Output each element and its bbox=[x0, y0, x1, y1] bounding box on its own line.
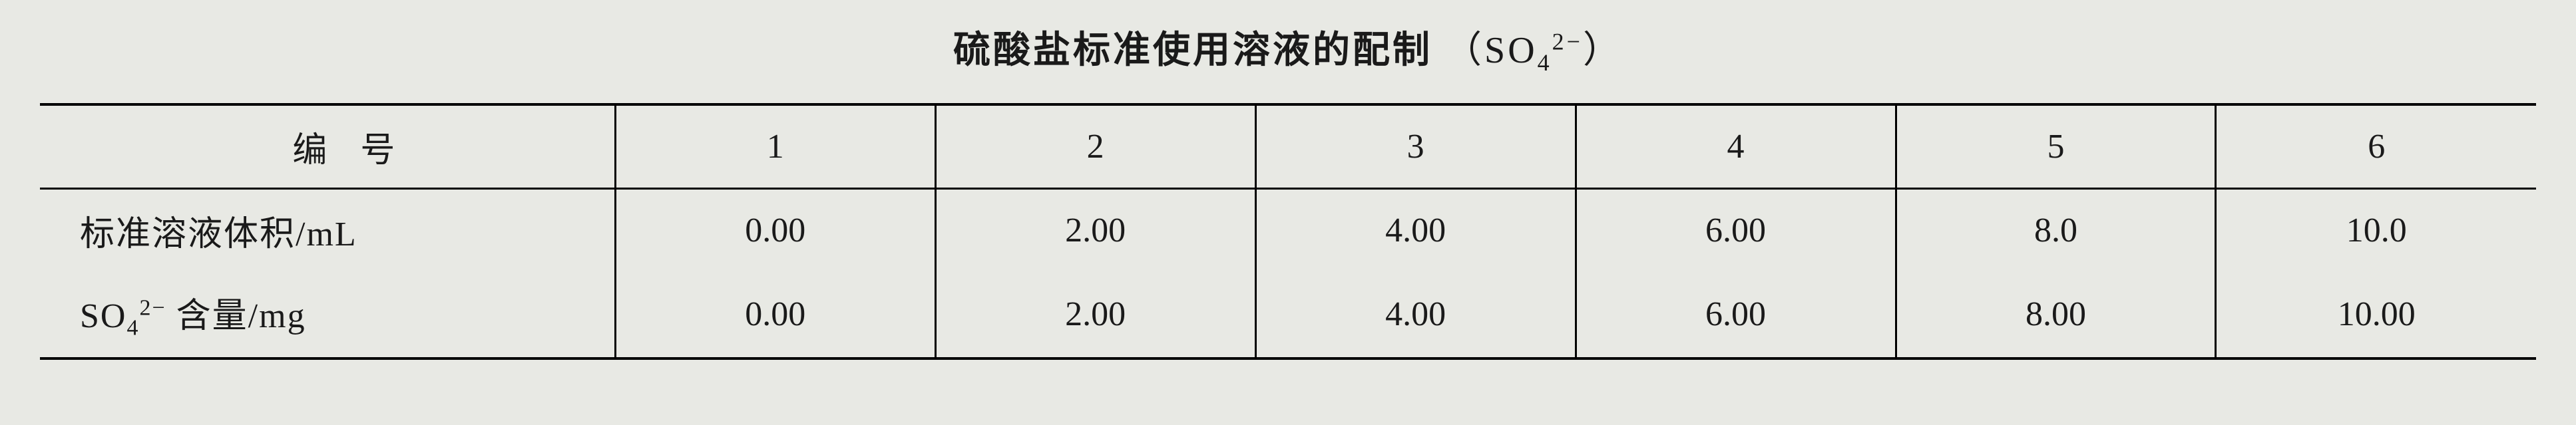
row-label-cell: 标准溶液体积/mL bbox=[40, 189, 615, 272]
table-row: SO42− 含量/mg 0.00 2.00 4.00 6.00 8.00 10.… bbox=[40, 271, 2536, 358]
column-header: 4 bbox=[1576, 104, 1896, 189]
row-label: SO42− 含量/mg bbox=[80, 297, 306, 335]
data-table: 编号 1 2 3 4 5 6 标准溶液体积/mL 0.00 2.00 4.00 … bbox=[40, 103, 2536, 359]
data-cell: 10.0 bbox=[2216, 189, 2536, 272]
title-formula: （SO42−） bbox=[1444, 30, 1623, 71]
column-header: 1 bbox=[615, 104, 935, 189]
table-row: 标准溶液体积/mL 0.00 2.00 4.00 6.00 8.0 10.0 bbox=[40, 189, 2536, 272]
data-cell: 10.00 bbox=[2216, 271, 2536, 358]
data-cell: 8.00 bbox=[1896, 271, 2216, 358]
row-label-cell: SO42− 含量/mg bbox=[40, 271, 615, 358]
data-cell: 4.00 bbox=[1255, 189, 1576, 272]
data-cell: 8.0 bbox=[1896, 189, 2216, 272]
data-cell: 0.00 bbox=[615, 271, 935, 358]
document-container: 硫酸盐标准使用溶液的配制 （SO42−） 编号 1 2 3 4 5 6 标准溶液… bbox=[40, 20, 2536, 360]
table-title: 硫酸盐标准使用溶液的配制 （SO42−） bbox=[40, 20, 2536, 76]
column-header: 2 bbox=[935, 104, 1255, 189]
data-cell: 6.00 bbox=[1576, 271, 1896, 358]
column-header: 5 bbox=[1896, 104, 2216, 189]
data-cell: 0.00 bbox=[615, 189, 935, 272]
row-label: 标准溶液体积/mL bbox=[80, 215, 357, 253]
header-label-cell: 编号 bbox=[40, 104, 615, 189]
title-text: 硫酸盐标准使用溶液的配制 bbox=[953, 30, 1432, 71]
data-cell: 2.00 bbox=[935, 271, 1255, 358]
data-cell: 6.00 bbox=[1576, 189, 1896, 272]
column-header: 6 bbox=[2216, 104, 2536, 189]
data-cell: 2.00 bbox=[935, 189, 1255, 272]
data-cell: 4.00 bbox=[1255, 271, 1576, 358]
column-header: 3 bbox=[1255, 104, 1576, 189]
table-header-row: 编号 1 2 3 4 5 6 bbox=[40, 104, 2536, 189]
